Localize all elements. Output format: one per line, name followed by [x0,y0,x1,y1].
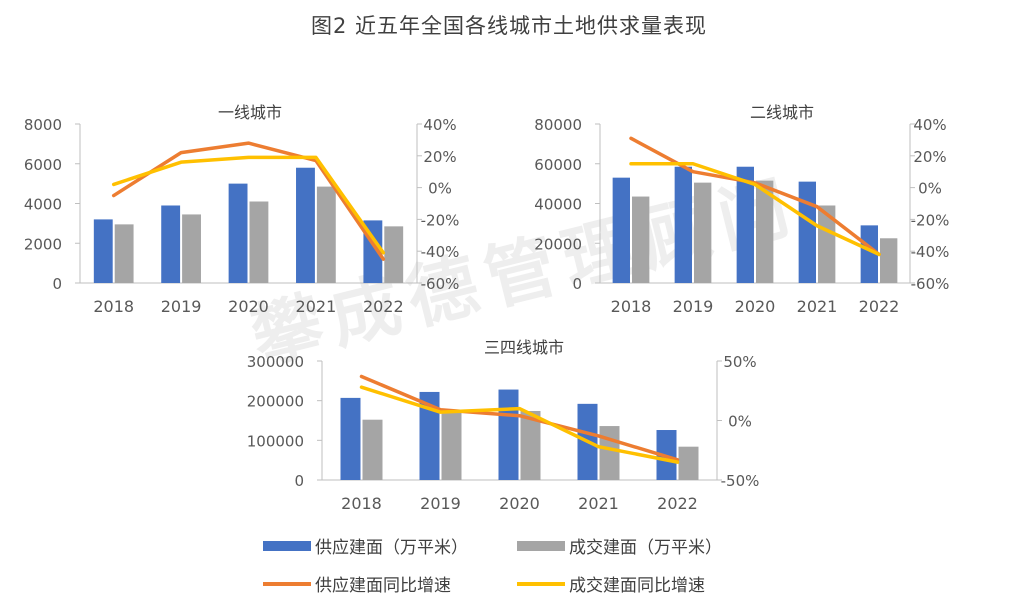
tier1-chart-title: 一线城市 [218,103,282,122]
tier1-bar-deal [316,186,336,283]
tier1-x-tick-label: 2022 [363,297,404,316]
tier1-x-tick-label: 2018 [93,297,134,316]
tier34-x-tick-label: 2020 [499,494,540,513]
tier34-right-tick-label: 0% [728,413,752,431]
tier1-left-tick-label: 4000 [24,196,62,214]
tier1-bar-deal [249,201,269,283]
legend-item-deal-line: 成交建面同比增速 [517,571,705,596]
tier1-right-tick-label: -20% [421,211,460,229]
tier2-bar-deal [694,182,712,283]
tier1-deal-growth-line [111,155,386,255]
tier2-left-tick-label: 20000 [534,235,582,253]
tier2-bar-supply [798,181,816,283]
tier2-right-tick-label: -60% [911,275,950,293]
tier34-chart-title: 三四线城市 [484,338,564,357]
tier1-bar-deal [114,224,134,283]
legend-label: 供应建面（万平米） [315,538,468,558]
tier2-left-tick-label: 0 [572,275,582,293]
tier2-bar-supply [674,166,692,283]
tier2-right-tick-label: 20% [913,148,946,166]
tier1-x-tick-label: 2020 [228,297,269,316]
tier1-bar-deal [384,226,404,283]
tier34-bar-supply [498,389,519,480]
tier2-x-tick-label: 2018 [611,297,652,316]
legend-swatch-deal-line [517,581,565,586]
tier2-bar-supply [860,225,878,283]
tier2-right-tick-label: 0% [918,180,942,198]
tier34-x-tick-label: 2021 [578,494,619,513]
tier1-bar-supply [93,219,113,283]
tier34-x-tick-label: 2018 [341,494,382,513]
tier1-x-tick-label: 2019 [161,297,202,316]
tier2-x-tick-label: 2021 [797,297,838,316]
tier1-bar-deal [182,214,201,283]
tier1-right-tick-label: -60% [421,275,460,293]
legend-item-supply-bar: 供应建面（万平米） [263,533,468,558]
tier1-bar-supply [161,205,181,283]
tier1-left-tick-label: 2000 [24,235,62,253]
tier2-bar-supply [736,166,754,283]
tier1-right-tick-label: 0% [428,180,452,198]
tier34-bar-deal [441,410,462,480]
tier34-bar-deal [520,410,541,480]
legend-label: 供应建面同比增速 [315,576,451,596]
tier34-bar-supply [340,397,361,480]
tier1-right-tick-label: 20% [423,148,456,166]
tier1-bar-supply [296,167,315,283]
tier34-right-tick-label: -50% [721,472,760,490]
tier34-left-tick-label: 200000 [247,393,304,411]
tier34-supply-growth-line [359,374,680,462]
legend-swatch-supply-line [263,581,311,586]
figure-title: 图2 近五年全国各线城市土地供求量表现 [310,14,708,38]
tier1-bar-supply [228,183,248,283]
tier1-supply-growth-line [111,141,386,261]
tier2-right-tick-label: -20% [911,211,950,229]
tier1-x-tick-label: 2021 [296,297,337,316]
tier34-left-tick-label: 0 [294,472,304,490]
tier34-bar-supply [419,391,440,480]
tier34-left-tick-label: 300000 [247,353,304,371]
tier34-bar-deal [362,419,383,480]
legend-item-deal-bar: 成交建面（万平米） [517,533,722,558]
tier2-x-tick-label: 2020 [735,297,776,316]
tier2-bar-deal [632,196,650,283]
tier2-x-tick-label: 2022 [859,297,900,316]
tier34-bar-deal [599,426,620,480]
tier1-right-tick-label: -40% [421,243,460,261]
tier34-x-tick-label: 2022 [657,494,698,513]
tier1-left-tick-label: 0 [52,275,62,293]
legend-item-supply-line: 供应建面同比增速 [263,571,451,596]
tier2-x-tick-label: 2019 [673,297,714,316]
legend-label: 成交建面（万平米） [569,538,722,558]
tier2-left-tick-label: 80000 [534,116,582,134]
tier2-left-tick-label: 40000 [534,196,582,214]
tier34-left-tick-label: 100000 [247,432,304,450]
tier1-left-tick-label: 6000 [24,156,62,174]
tier1-left-tick-label: 8000 [24,116,62,134]
legend-swatch-deal-bar [517,540,565,551]
legend-label: 成交建面同比增速 [569,576,705,596]
tier2-right-tick-label: 40% [913,116,946,134]
tier2-deal-growth-line [629,162,881,257]
tier2-bar-deal [880,238,898,283]
tier2-chart-title: 二线城市 [750,103,814,122]
tier2-bar-deal [818,205,836,283]
tier2-right-tick-label: -40% [911,243,950,261]
tier34-x-tick-label: 2019 [420,494,461,513]
tier34-deal-growth-line [359,385,680,464]
legend-swatch-supply-bar [263,540,311,551]
tier2-bar-deal [756,180,774,283]
tier2-left-tick-label: 60000 [534,156,582,174]
tier34-bar-deal [678,446,699,480]
tier1-right-tick-label: 40% [423,116,456,134]
tier2-bar-supply [612,177,630,283]
tier34-right-tick-label: 50% [723,353,756,371]
